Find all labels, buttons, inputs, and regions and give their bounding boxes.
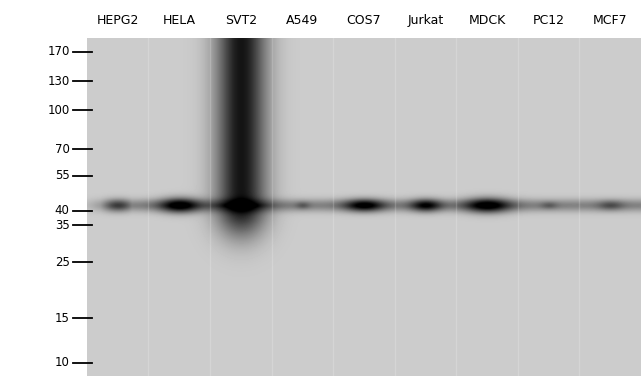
Text: 35: 35: [55, 219, 70, 232]
Text: PC12: PC12: [533, 14, 565, 27]
Text: HEPG2: HEPG2: [97, 14, 139, 27]
Text: 100: 100: [47, 104, 70, 117]
Text: Jurkat: Jurkat: [407, 14, 444, 27]
Text: SVT2: SVT2: [225, 14, 257, 27]
Text: 15: 15: [55, 312, 70, 325]
Text: A549: A549: [286, 14, 318, 27]
Text: 170: 170: [47, 45, 70, 58]
Text: MDCK: MDCK: [468, 14, 506, 27]
Text: COS7: COS7: [346, 14, 381, 27]
Text: 25: 25: [55, 256, 70, 269]
Text: HELA: HELA: [163, 14, 196, 27]
Text: 55: 55: [55, 169, 70, 182]
Text: 10: 10: [55, 356, 70, 369]
Text: 40: 40: [55, 204, 70, 217]
Bar: [87, 38, 641, 376]
Text: MCF7: MCF7: [592, 14, 627, 27]
Text: 130: 130: [47, 75, 70, 88]
Text: 70: 70: [55, 143, 70, 156]
